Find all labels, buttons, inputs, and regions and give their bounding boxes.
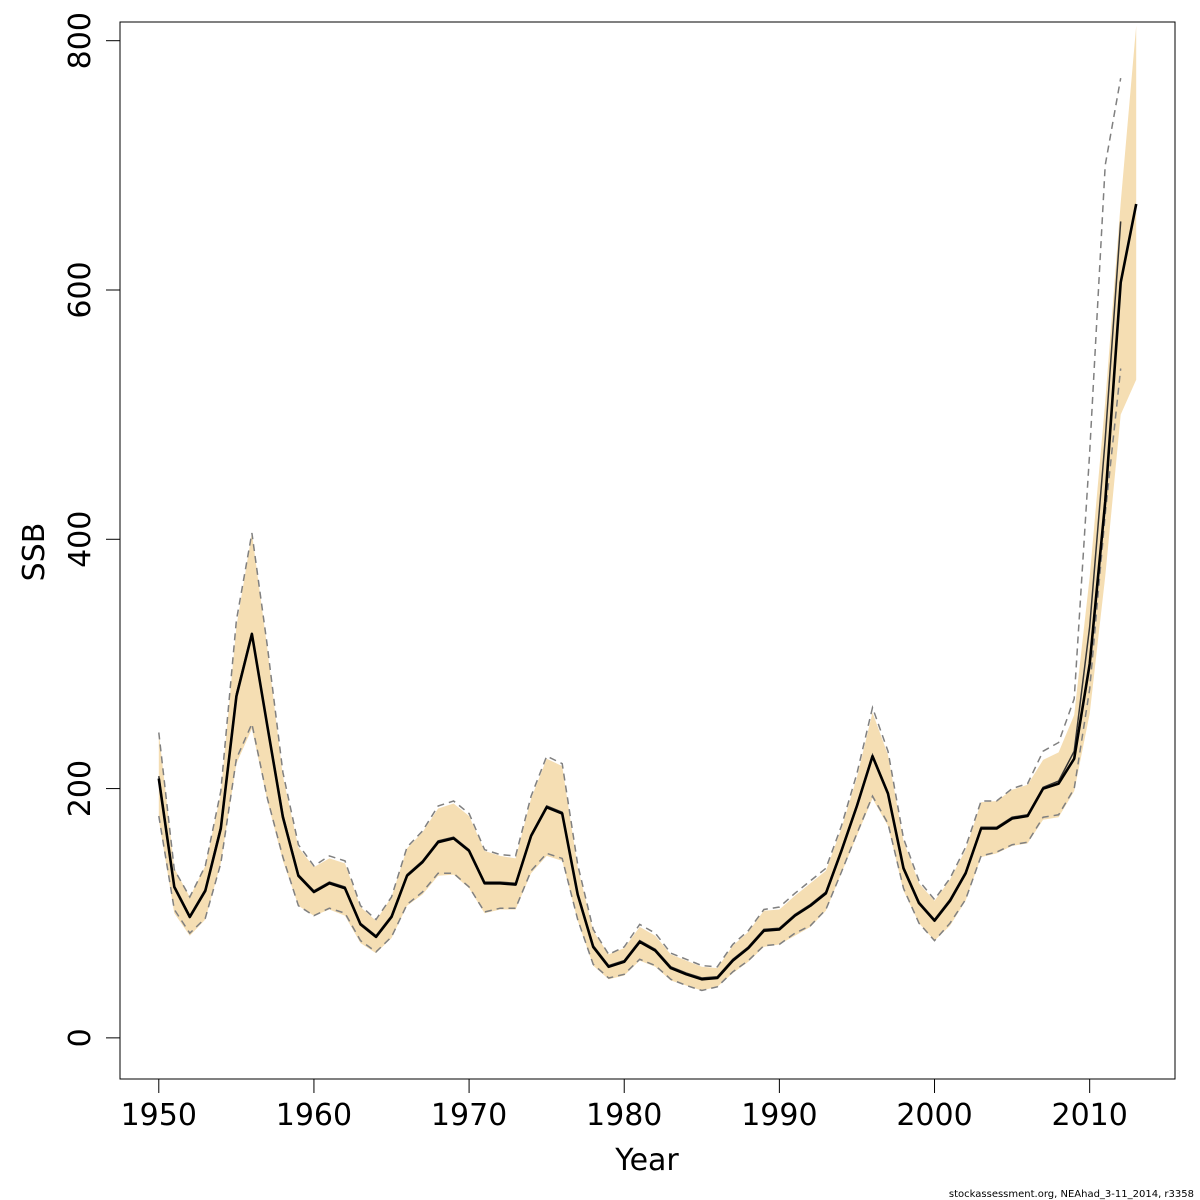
x-tick-label: 1950: [121, 1098, 197, 1133]
previous-assessment-lower-line: [158, 368, 1122, 992]
y-tick-label: 0: [63, 1028, 98, 1047]
footer-credit: stockassessment.org, NEAhad_3-11_2014, r…: [949, 1189, 1194, 1200]
y-tick-label: 600: [63, 261, 98, 318]
y-tick-label: 800: [63, 12, 98, 69]
x-tick-label: 1960: [276, 1098, 352, 1133]
x-tick-label: 2010: [1051, 1098, 1127, 1133]
ssb-estimate-line: [157, 203, 1138, 981]
previous-assessment-line: [158, 77, 1122, 968]
x-axis: 1950 1960 1970 1980 1990 2000 2010: [121, 1078, 1128, 1133]
x-tick-label: 1980: [586, 1098, 662, 1133]
x-tick-label: 1970: [431, 1098, 507, 1133]
y-tick-label: 200: [63, 760, 98, 817]
x-tick-label: 2000: [896, 1098, 972, 1133]
y-tick-label: 400: [63, 511, 98, 568]
x-axis-title: Year: [614, 1143, 679, 1178]
y-axis-title: SSB: [17, 523, 52, 582]
previous-assessment-lines: [158, 77, 1122, 992]
x-tick-label: 1990: [741, 1098, 817, 1133]
y-axis: 0 200 400 600 800: [63, 12, 121, 1047]
ssb-estimate-lines: [157, 203, 1138, 981]
